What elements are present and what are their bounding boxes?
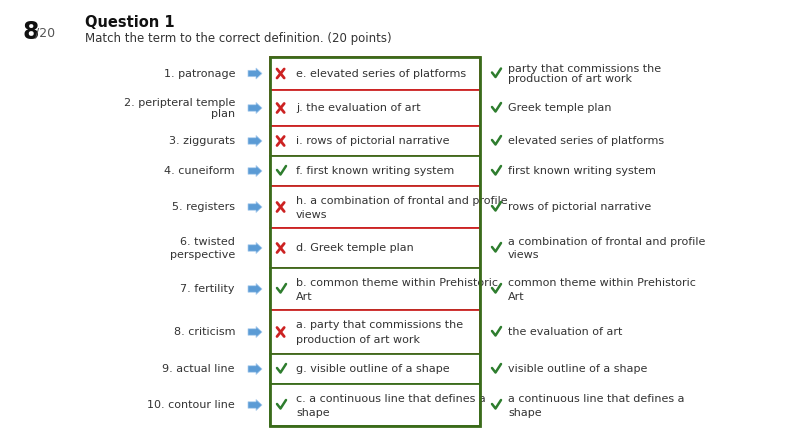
Text: plan: plan [211, 109, 235, 120]
Text: g. visible outline of a shape: g. visible outline of a shape [296, 364, 450, 374]
Text: 9. actual line: 9. actual line [162, 364, 235, 374]
Polygon shape [248, 68, 262, 79]
Polygon shape [248, 135, 262, 146]
Text: i. rows of pictorial narrative: i. rows of pictorial narrative [296, 136, 450, 146]
Bar [270, 90, 480, 126]
Text: common theme within Prehistoric: common theme within Prehistoric [508, 278, 696, 288]
Text: 3. ziggurats: 3. ziggurats [169, 136, 235, 146]
Polygon shape [248, 103, 262, 113]
Polygon shape [248, 242, 262, 254]
Text: shape: shape [508, 408, 542, 418]
Text: the evaluation of art: the evaluation of art [508, 327, 622, 337]
Bar [270, 126, 480, 156]
Polygon shape [248, 327, 262, 337]
Text: 2. peripteral temple: 2. peripteral temple [124, 98, 235, 108]
Text: visible outline of a shape: visible outline of a shape [508, 364, 647, 374]
Text: production of art work: production of art work [508, 74, 632, 84]
Bar [270, 310, 480, 354]
Text: Match the term to the correct definition. (20 points): Match the term to the correct definition… [85, 32, 392, 45]
Text: a combination of frontal and profile: a combination of frontal and profile [508, 237, 706, 247]
Text: Art: Art [296, 292, 313, 302]
Polygon shape [248, 202, 262, 212]
Text: d. Greek temple plan: d. Greek temple plan [296, 243, 414, 253]
Text: f. first known writing system: f. first known writing system [296, 166, 454, 176]
Text: production of art work: production of art work [296, 335, 420, 345]
Bar [270, 354, 480, 384]
Text: 4. cuneiform: 4. cuneiform [164, 166, 235, 176]
Polygon shape [248, 284, 262, 294]
Polygon shape [248, 165, 262, 177]
Bar [270, 57, 480, 426]
Polygon shape [248, 363, 262, 375]
Text: e. elevated series of platforms: e. elevated series of platforms [296, 69, 466, 78]
Text: 8: 8 [22, 20, 38, 44]
Text: 10. contour line: 10. contour line [147, 400, 235, 410]
Polygon shape [248, 400, 262, 410]
Bar [270, 228, 480, 268]
Text: rows of pictorial narrative: rows of pictorial narrative [508, 202, 651, 212]
Text: Greek temple plan: Greek temple plan [508, 103, 611, 113]
Text: /20: /20 [35, 26, 55, 39]
Text: shape: shape [296, 408, 330, 418]
Text: j. the evaluation of art: j. the evaluation of art [296, 103, 421, 113]
Text: 8. criticism: 8. criticism [174, 327, 235, 337]
Text: 7. fertility: 7. fertility [181, 284, 235, 294]
Text: party that commissions the: party that commissions the [508, 64, 661, 73]
Bar [270, 268, 480, 310]
Bar [270, 384, 480, 426]
Bar [270, 156, 480, 186]
Text: 1. patronage: 1. patronage [163, 69, 235, 78]
Text: first known writing system: first known writing system [508, 166, 656, 176]
Text: Question 1: Question 1 [85, 15, 174, 30]
Text: views: views [296, 210, 327, 220]
Text: Art: Art [508, 292, 525, 302]
Text: b. common theme within Prehistoric: b. common theme within Prehistoric [296, 278, 498, 288]
Text: h. a combination of frontal and profile: h. a combination of frontal and profile [296, 196, 508, 206]
Text: c. a continuous line that defines a: c. a continuous line that defines a [296, 394, 486, 404]
Text: a. party that commissions the: a. party that commissions the [296, 320, 463, 331]
Text: 6. twisted: 6. twisted [180, 237, 235, 247]
Bar [270, 186, 480, 228]
Text: views: views [508, 250, 539, 260]
Bar [270, 57, 480, 90]
Text: elevated series of platforms: elevated series of platforms [508, 136, 664, 146]
Text: perspective: perspective [170, 250, 235, 260]
Text: 5. registers: 5. registers [172, 202, 235, 212]
Text: a continuous line that defines a: a continuous line that defines a [508, 394, 685, 404]
